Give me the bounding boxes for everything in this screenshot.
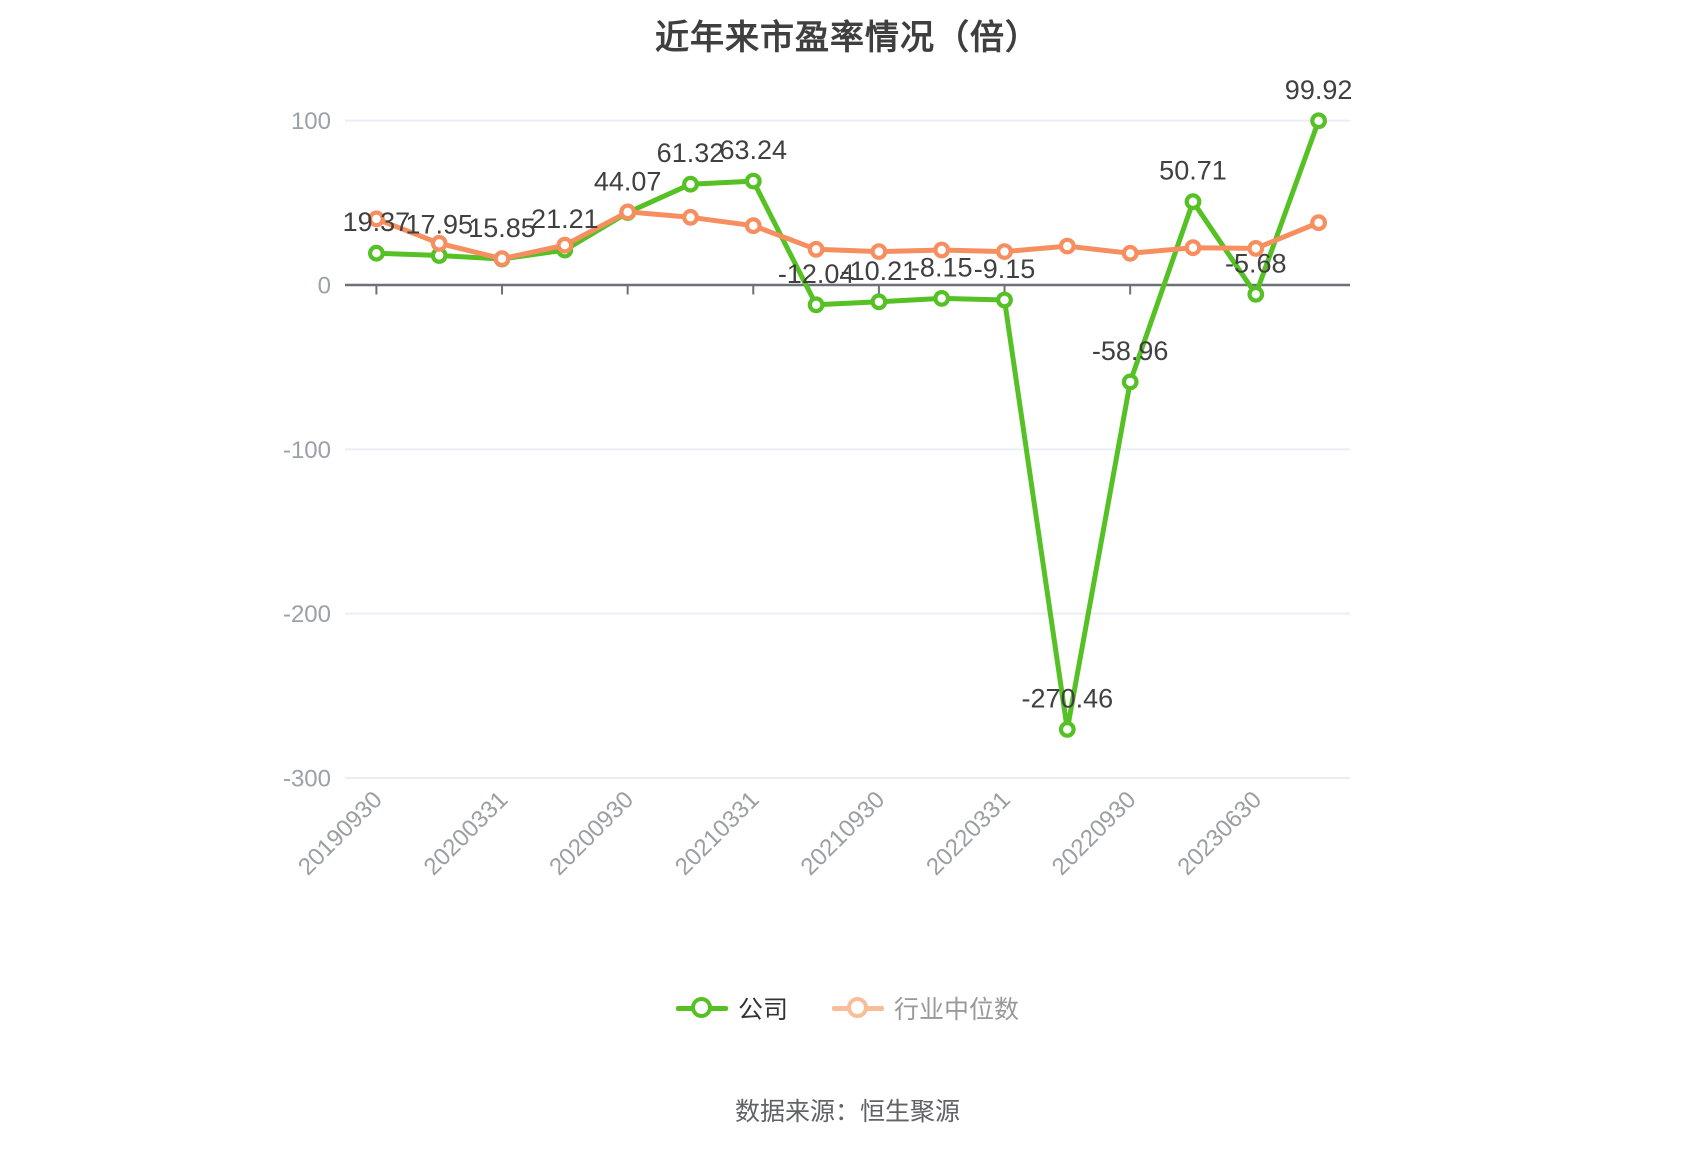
company-data-label: -9.15	[974, 254, 1036, 284]
company-data-label: 17.95	[405, 210, 473, 240]
company-line	[373, 118, 1322, 732]
company-point-marker	[1310, 112, 1327, 130]
company-data-label: -12.04	[778, 259, 855, 289]
company-point-marker	[933, 290, 951, 307]
industry-median-point-marker	[807, 240, 825, 258]
industry-median-point-marker	[493, 250, 511, 268]
industry-median-legend-line-icon	[832, 997, 884, 1019]
company-point-marker	[1247, 285, 1265, 303]
industry-median-point-marker	[682, 208, 699, 226]
industry-median-point-marker	[1184, 239, 1202, 257]
company-data-label: 21.21	[531, 204, 599, 234]
industry-median-point-marker	[619, 203, 637, 221]
company-data-label: 50.71	[1159, 156, 1227, 186]
industry-median-point-marker	[1058, 237, 1076, 255]
x-axis-label: 20220930	[1047, 786, 1142, 881]
x-axis-label: 20230630	[1172, 786, 1267, 881]
company-data-label: -58.96	[1092, 336, 1169, 366]
x-axis-label: 20190930	[293, 786, 388, 881]
company-point-marker	[996, 291, 1013, 309]
company-point-marker	[1058, 721, 1076, 738]
industry-median-point-marker	[744, 217, 762, 235]
company-legend-label: 公司	[737, 996, 788, 1024]
industry-median-point-marker	[1121, 244, 1139, 262]
chart-title: 近年来市盈率情况（倍）	[655, 19, 1040, 57]
company-data-label: 44.07	[594, 167, 662, 197]
y-axis-label: -300	[283, 765, 331, 792]
company-point-marker	[682, 175, 699, 193]
y-axis-label: -200	[283, 601, 331, 628]
x-axis-label: 20210930	[796, 786, 891, 881]
legend-item-industry-median[interactable]: 行业中位数	[832, 990, 1019, 1026]
company-point-marker	[807, 296, 825, 314]
y-axis-label: 0	[318, 273, 331, 300]
chart-legend: 公司 行业中位数	[345, 990, 1350, 1026]
legend-item-company[interactable]: 公司	[675, 990, 788, 1026]
x-axis-label: 20220331	[921, 786, 1016, 881]
company-data-label: -8.15	[911, 252, 973, 282]
y-axis-label: 100	[291, 108, 331, 135]
industry-median-point-marker	[933, 241, 951, 259]
company-data-label: -270.46	[1022, 683, 1114, 713]
industry-median-point-marker	[368, 210, 385, 228]
industry-median-point-marker	[556, 236, 574, 254]
company-data-label: 19.37	[343, 207, 411, 237]
company-data-label: 99.92	[1285, 75, 1353, 105]
data-source-text: 数据来源：恒生聚源	[734, 1098, 960, 1126]
company-point-marker	[870, 293, 888, 311]
company-point-marker	[368, 244, 385, 262]
x-axis-label: 20200930	[544, 786, 639, 881]
company-point-marker	[1121, 373, 1139, 391]
company-data-label: 61.32	[657, 138, 725, 168]
industry-median-point-marker	[996, 243, 1013, 261]
industry-median-line	[373, 209, 1322, 262]
x-axis-label: 20200331	[419, 786, 514, 881]
company-data-label: 15.85	[468, 213, 536, 243]
company-data-label: -5.68	[1225, 248, 1287, 278]
company-data-label: -10.21	[841, 256, 918, 286]
company-legend-line-icon	[675, 997, 728, 1019]
company-point-marker	[1184, 193, 1202, 211]
industry-median-point-marker	[430, 234, 448, 252]
company-point-marker	[744, 172, 762, 190]
industry-median-point-marker	[1310, 214, 1327, 232]
industry-median-point-marker	[1247, 239, 1265, 257]
industry-median-legend-label: 行业中位数	[894, 996, 1020, 1024]
company-data-label: 63.24	[719, 135, 787, 165]
x-axis-label: 20210331	[670, 786, 765, 881]
industry-median-point-marker	[870, 243, 888, 261]
y-axis-label: -100	[283, 437, 331, 464]
